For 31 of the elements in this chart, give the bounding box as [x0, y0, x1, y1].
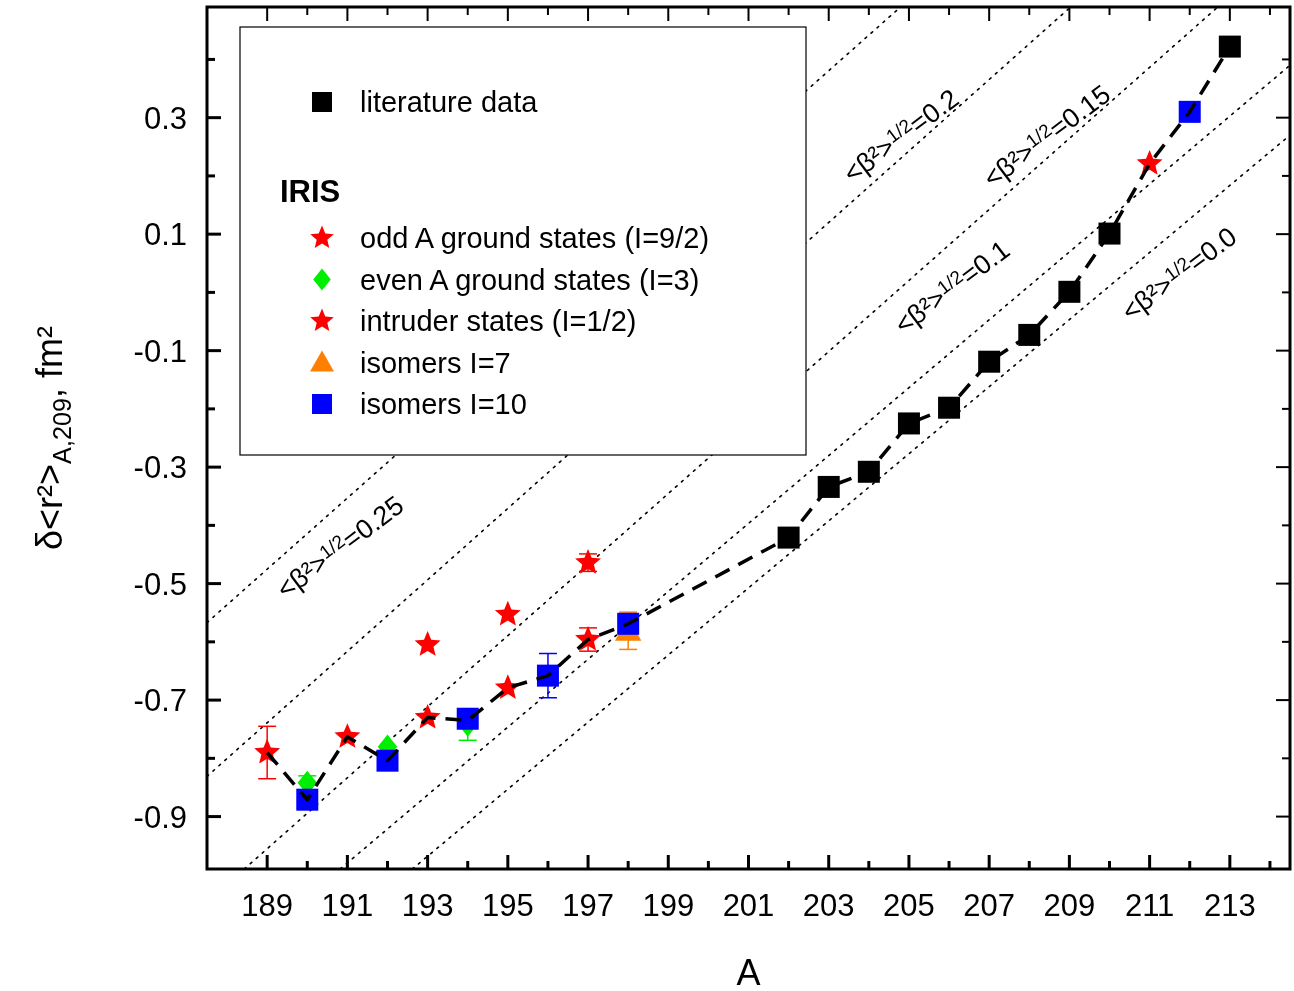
x-tick-label: 209 [1043, 888, 1096, 923]
y-tick-label: 0.3 [143, 100, 187, 136]
legend-label: intruder states (I=1/2) [360, 305, 637, 337]
x-tick-label: 189 [241, 888, 294, 923]
x-tick-label: 205 [883, 888, 935, 923]
y-tick-label: 0.1 [143, 217, 187, 253]
x-tick-label: 207 [963, 888, 1016, 923]
x-axis-title: A [736, 952, 761, 991]
legend-label: odd A ground states (I=9/2) [360, 222, 710, 254]
x-tick-label: 203 [802, 888, 855, 923]
x-tick-label: 201 [722, 888, 775, 923]
y-tick-label: -0.5 [133, 566, 187, 602]
legend-label: isomers I=7 [360, 346, 511, 379]
x-tick-label: 195 [481, 888, 534, 923]
x-tick-label: 191 [321, 888, 374, 923]
x-tick-label: 199 [642, 888, 695, 923]
x-tick-label: 193 [401, 888, 454, 923]
y-tick-label: -0.7 [133, 683, 187, 719]
y-tick-label: -0.9 [133, 799, 187, 835]
point [414, 631, 441, 656]
x-tick-label: 213 [1203, 888, 1256, 923]
y-tick-label: -0.3 [133, 450, 187, 486]
x-tick-label: 197 [562, 888, 614, 923]
legend-label: isomers I=10 [360, 388, 527, 420]
legend-label: literature data [360, 86, 539, 118]
legend-title: IRIS [280, 174, 341, 209]
legend-label: even A ground states (I=3) [360, 263, 700, 296]
point [494, 600, 521, 626]
x-tick-label: 211 [1124, 888, 1175, 923]
point [1218, 35, 1241, 58]
y-tick-label: -0.1 [133, 333, 187, 369]
